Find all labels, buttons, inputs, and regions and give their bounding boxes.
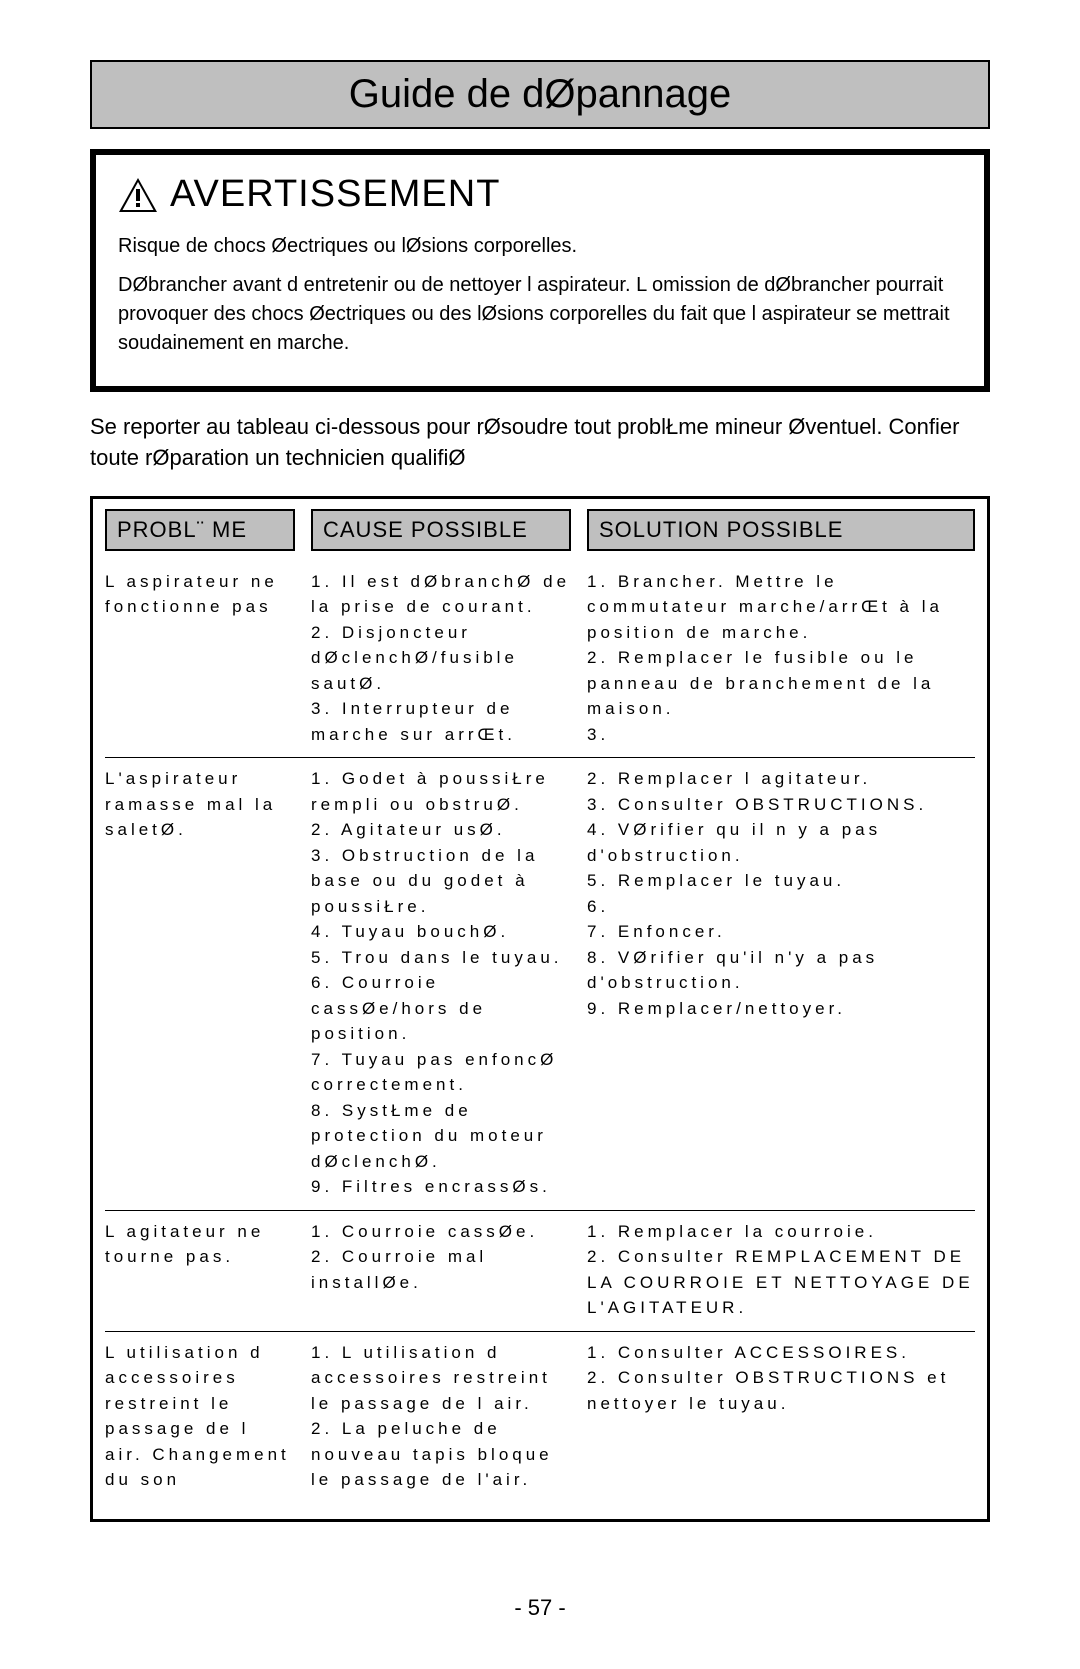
table-row: L'aspirateur ramasse mal la saletØ.1. Go… [105,758,975,1211]
cell-solution: 1. Consulter ACCESSOIRES. 2. Consulter O… [587,1340,975,1493]
cell-cause: 1. Courroie cassØe. 2. Courroie mal inst… [311,1219,571,1321]
warning-line-2: DØbrancher avant d entretenir ou de nett… [118,271,962,358]
warning-icon [118,177,158,213]
cell-problem: L'aspirateur ramasse mal la saletØ. [105,766,295,1200]
cell-problem: L utilisation d accessoires restreint le… [105,1340,295,1493]
page-title: Guide de dØpannage [90,60,990,129]
col-header-cause: CAUSE POSSIBLE [311,509,571,551]
cell-problem: L aspirateur ne fonctionne pas [105,569,295,748]
cell-cause: 1. Il est dØbranchØ de la prise de coura… [311,569,571,748]
warning-line-1: Risque de chocs Øectriques ou lØsions co… [118,232,962,261]
col-header-solution: SOLUTION POSSIBLE [587,509,975,551]
warning-body: Risque de chocs Øectriques ou lØsions co… [118,232,962,358]
table-row: L aspirateur ne fonctionne pas1. Il est … [105,561,975,759]
cell-solution: 1. Remplacer la courroie. 2. Consulter R… [587,1219,975,1321]
cell-cause: 1. Godet à poussiŁre rempli ou obstruØ. … [311,766,571,1200]
cell-problem: L agitateur ne tourne pas. [105,1219,295,1321]
table-row: L utilisation d accessoires restreint le… [105,1332,975,1503]
intro-text: Se reporter au tableau ci-dessous pour r… [90,412,990,474]
col-header-problem: PROBL¨ ME [105,509,295,551]
troubleshoot-table: PROBL¨ ME CAUSE POSSIBLE SOLUTION POSSIB… [90,496,990,1522]
warning-heading: AVERTISSEMENT [170,173,500,216]
table-row: L agitateur ne tourne pas.1. Courroie ca… [105,1211,975,1332]
cell-solution: 1. Brancher. Mettre le commutateur march… [587,569,975,748]
warning-box: AVERTISSEMENT Risque de chocs Øectriques… [90,149,990,392]
cell-solution: 2. Remplacer l agitateur. 3. Consulter O… [587,766,975,1200]
cell-cause: 1. L utilisation d accessoires restreint… [311,1340,571,1493]
page-number: - 57 - [0,1595,1080,1621]
